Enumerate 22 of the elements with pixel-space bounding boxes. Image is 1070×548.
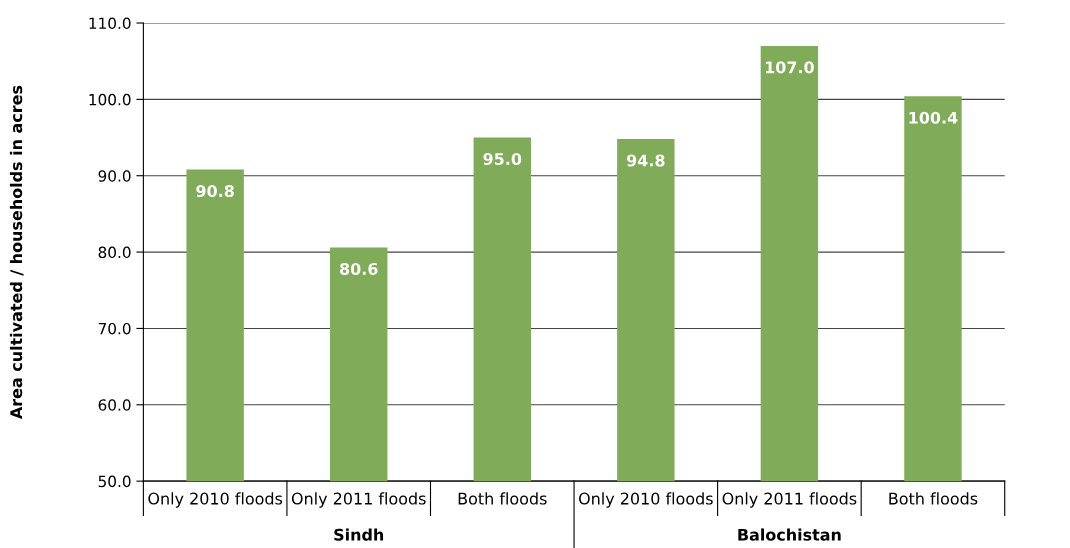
y-tick-label: 90.0 bbox=[98, 170, 131, 182]
x-tick-label: Both floods bbox=[889, 492, 978, 505]
y-tick-label: 70.0 bbox=[98, 322, 131, 335]
text: Sindh bbox=[334, 528, 384, 541]
y-tick-label: 110.0 bbox=[89, 17, 131, 30]
x-tick-label: Only 2010 floods bbox=[579, 492, 713, 508]
data-label: 107.0 bbox=[765, 61, 814, 74]
y-tick-label: 50.0 bbox=[98, 475, 131, 488]
x-tick-label: Only 2010 floods bbox=[148, 492, 283, 508]
data-label: 94.8 bbox=[626, 154, 665, 167]
x-tick-label: Only 2011 floods bbox=[722, 492, 857, 508]
y-tick-label: 80.0 bbox=[98, 246, 131, 259]
data-label: 80.6 bbox=[339, 262, 378, 275]
y-tick-label: 60.0 bbox=[98, 399, 131, 411]
data-label: 95.0 bbox=[483, 152, 522, 166]
data-label: 90.8 bbox=[196, 185, 234, 198]
y-axis-title: Area cultivated / households in acres bbox=[9, 85, 24, 420]
x-tick-label: Only 2011 floods bbox=[291, 492, 426, 508]
data-label: 100.4 bbox=[909, 111, 958, 124]
y-tick-label: 100.0 bbox=[89, 93, 131, 106]
x-tick-label: Both floods bbox=[458, 492, 547, 505]
text: Balochistan bbox=[738, 528, 841, 541]
